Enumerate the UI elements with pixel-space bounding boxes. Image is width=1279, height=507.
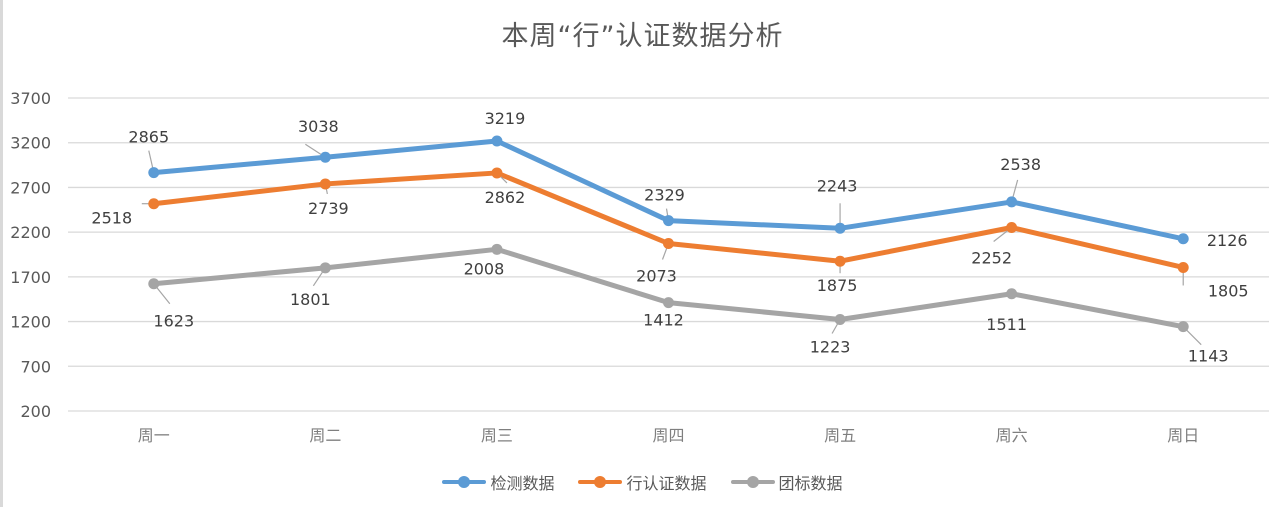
legend-item-inspection[interactable]: 检测数据: [442, 470, 554, 494]
data-label: 1412: [643, 311, 684, 330]
data-label: 2073: [636, 267, 677, 286]
data-label: 2243: [817, 176, 858, 195]
data-label: 2008: [464, 259, 505, 278]
y-tick-label: 700: [20, 357, 51, 376]
legend-line-marker-icon: [730, 476, 775, 488]
data-label: 3219: [485, 109, 526, 128]
y-tick-label: 1700: [10, 268, 51, 287]
data-point-marker: [148, 198, 160, 210]
x-tick-label: 周六: [996, 426, 1028, 445]
data-label: 1805: [1208, 281, 1249, 300]
legend-line-marker-icon: [578, 476, 623, 488]
y-tick-label: 200: [20, 402, 51, 421]
data-point-marker: [663, 238, 674, 250]
data-label: 1875: [817, 276, 858, 295]
data-point-marker: [834, 255, 846, 267]
data-point-marker: [834, 314, 846, 326]
data-label: 2329: [644, 186, 685, 205]
data-label: 1511: [986, 315, 1027, 334]
data-label: 2865: [128, 128, 169, 147]
data-label: 3038: [298, 117, 339, 136]
data-point-marker: [1177, 321, 1189, 333]
legend-item-group-standard[interactable]: 团标数据: [730, 470, 843, 494]
data-label: 2126: [1207, 231, 1248, 250]
x-tick-label: 周日: [1167, 426, 1199, 445]
data-label: 2739: [308, 199, 349, 218]
data-label: 1801: [290, 290, 331, 309]
y-tick-label: 3700: [10, 89, 51, 108]
data-label: 2862: [485, 188, 526, 207]
data-label: 2518: [91, 209, 132, 228]
data-point-marker: [319, 178, 331, 190]
x-tick-label: 周二: [309, 426, 341, 445]
data-point-marker: [1006, 196, 1018, 208]
data-label: 1143: [1188, 347, 1229, 366]
chart-title: 本周“行”认证数据分析: [501, 21, 784, 52]
data-point-marker: [319, 151, 331, 163]
data-point-marker: [1006, 288, 1018, 300]
line-chart-plot: 200 700 1200 1700 2200 2700 3200 3700 周一 周二 周三 周四 周五…: [10, 89, 1269, 445]
data-label: 1223: [810, 338, 851, 357]
y-tick-label: 1200: [10, 313, 51, 332]
y-tick-label: 2200: [10, 223, 51, 242]
x-tick-label: 周三: [481, 426, 513, 445]
data-point-marker: [148, 278, 160, 290]
y-tick-label: 2700: [10, 178, 51, 197]
x-tick-label: 周四: [652, 426, 684, 445]
data-point-marker: [491, 167, 503, 179]
y-tick-label: 3200: [10, 134, 51, 153]
data-point-marker: [1177, 233, 1189, 245]
data-point-marker: [148, 167, 160, 179]
data-point-marker: [319, 262, 331, 274]
legend-label: 团标数据: [778, 474, 843, 493]
data-label: 2538: [1000, 155, 1041, 174]
data-point-marker: [491, 243, 503, 255]
chart-legend: 检测数据 行认证数据 团标数据: [3, 470, 1279, 494]
data-point-marker: [1006, 221, 1018, 233]
legend-line-marker-icon: [442, 476, 487, 488]
legend-label: 行认证数据: [626, 474, 707, 493]
legend-item-certification[interactable]: 行认证数据: [578, 470, 707, 494]
data-label: 2252: [971, 248, 1012, 267]
data-point-marker: [663, 297, 674, 309]
data-point-marker: [1177, 261, 1189, 273]
data-point-marker: [491, 135, 503, 147]
data-point-marker: [663, 215, 674, 227]
data-label: 1623: [153, 312, 194, 331]
data-point-marker: [834, 222, 846, 234]
legend-label: 检测数据: [490, 474, 555, 493]
x-tick-label: 周五: [824, 426, 856, 445]
x-tick-label: 周一: [138, 426, 170, 445]
